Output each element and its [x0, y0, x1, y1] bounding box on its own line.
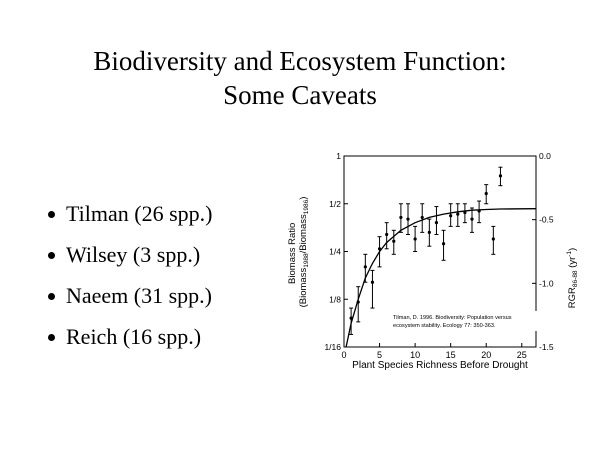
data-point: [449, 214, 453, 218]
data-point: [385, 232, 389, 237]
x-tick-label: 20: [481, 350, 491, 360]
y-right-tick-label: -1.5: [539, 342, 554, 352]
citation-line-2: ecosystem stability. Ecology 77: 350-363…: [393, 323, 496, 329]
bullet-dot-icon: [48, 252, 55, 259]
y-label-right-main: RGR: [567, 287, 578, 308]
y-label-left-mid: /Biomass: [298, 214, 309, 253]
data-point: [370, 280, 375, 284]
data-point: [498, 174, 503, 178]
data-point: [427, 230, 431, 234]
citation-line-1: Tilman, D. 1996. Biodiversity: Populatio…: [393, 315, 512, 321]
citation-box: [390, 311, 540, 331]
y-left-tick-label: 1/16: [324, 342, 341, 352]
data-point: [463, 210, 467, 215]
y-label-left-close: ): [298, 197, 309, 200]
bullet-text: Wilsey (3 spp.): [66, 242, 201, 267]
title-line-2: Some Caveats: [223, 80, 377, 110]
data-point: [392, 239, 396, 243]
biomass-ratio-figure: 0 5 10 15 20 251/161/81/41/21 0.0-0.5-1.0-1.5 …: [287, 151, 579, 371]
y-label-left-sub-2: 1986: [303, 199, 310, 214]
data-point: [484, 191, 488, 196]
y-label-left-line-2: (Biomass: [298, 268, 309, 308]
bullet-dot-icon: [48, 293, 55, 300]
bullet-text: Naeem (31 spp.): [66, 283, 213, 308]
data-point: [434, 221, 439, 225]
data-point: [491, 237, 495, 241]
y-left-tick-label: 1/4: [329, 247, 341, 257]
title-line-1: Biodiversity and Ecosystem Function:: [93, 46, 507, 76]
data-point: [399, 215, 403, 220]
data-point: [456, 212, 460, 216]
y-label-left-line-1: Biomass Ratio: [287, 223, 298, 284]
y-label-right-close: ): [567, 248, 578, 251]
data-point: [363, 265, 367, 269]
data-point: [413, 237, 417, 241]
x-tick-label: 0: [341, 350, 346, 360]
y-label-right-unit: (yr: [567, 257, 578, 271]
y-left-tick-label: 1: [336, 151, 341, 161]
y-label-right-sup: -1: [566, 251, 573, 257]
bullet-item-wilsey: Wilsey (3 spp.): [48, 240, 212, 281]
data-point: [406, 217, 410, 221]
y-left-tick-label: 1/8: [329, 294, 341, 304]
x-axis-label: Plant Species Richness Before Drought: [352, 360, 528, 371]
y-right-tick-label: -1.0: [539, 278, 554, 288]
y-label-left-sub-1: 1988: [303, 253, 310, 268]
data-point: [420, 215, 424, 220]
data-point: [470, 217, 474, 221]
y-right-tick-label: 0.0: [539, 151, 551, 161]
bullet-text: Tilman (26 spp.): [66, 201, 213, 226]
bullet-item-tilman: Tilman (26 spp.): [48, 199, 212, 240]
bullet-item-naeem: Naeem (31 spp.): [48, 281, 212, 322]
y-label-right-sub: 86-88: [572, 270, 579, 287]
data-point: [441, 242, 446, 246]
bullet-item-reich: Reich (16 spp.): [48, 322, 212, 363]
y-left-tick-label: 1/2: [329, 199, 341, 209]
slide-title: Biodiversity and Ecosystem Function: Som…: [0, 44, 600, 112]
x-tick-label: 5: [377, 350, 382, 360]
y-axis-label-left: Biomass Ratio (Biomass1988/Biomass1986): [287, 197, 310, 308]
data-point: [377, 247, 382, 251]
data-point: [477, 209, 481, 213]
x-tick-label: 15: [446, 350, 456, 360]
y-axis-label-right: RGR86-88 (yr-1): [566, 248, 579, 308]
x-tick-label: 25: [517, 350, 527, 360]
data-point: [349, 316, 353, 320]
y-right-tick-label: -0.5: [539, 215, 554, 225]
bullet-list: Tilman (26 spp.) Wilsey (3 spp.) Naeem (…: [48, 199, 212, 363]
plot-area: 0 5 10 15 20 25 1/16 1/8 1/4 1/2 1 0.0 -0.5 -1.0 -1.5: [324, 151, 553, 360]
bullet-text: Reich (16 spp.): [66, 324, 202, 349]
bullet-dot-icon: [48, 211, 55, 218]
data-point: [356, 300, 360, 304]
bullet-dot-icon: [48, 334, 55, 341]
x-tick-label: 10: [410, 350, 420, 360]
